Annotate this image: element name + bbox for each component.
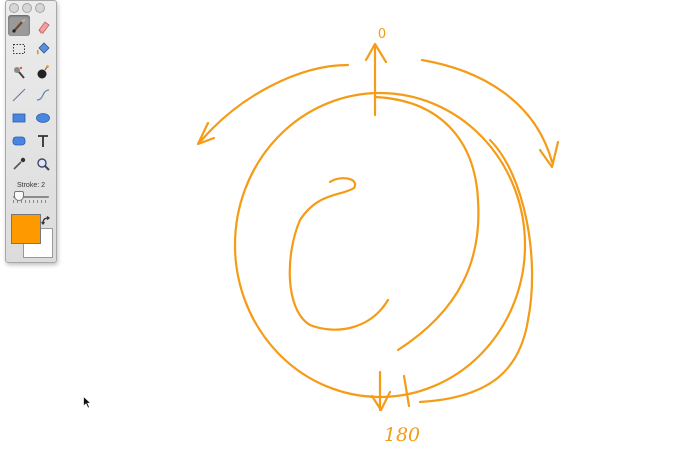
stamp-icon (14, 66, 25, 79)
ellipse-tool[interactable] (32, 107, 54, 128)
spiral-stroke (288, 177, 390, 331)
bottom-angle-label: 180 (384, 424, 420, 446)
inner-arc-stroke (373, 95, 480, 352)
zoom-tool[interactable] (32, 153, 54, 174)
minimize-window-button[interactable] (22, 3, 32, 13)
brush-icon (12, 18, 26, 33)
stroke-slider[interactable] (13, 196, 49, 198)
window-controls (9, 3, 45, 13)
marquee-icon (13, 43, 25, 54)
close-window-button[interactable] (9, 3, 19, 13)
bomb-icon (37, 64, 49, 78)
zoom-window-button[interactable] (35, 3, 45, 13)
outer-arc-stroke (418, 138, 534, 404)
stamp-tool[interactable] (8, 61, 30, 82)
top-right-arrow-head (538, 140, 560, 169)
brush-tool[interactable] (8, 15, 30, 36)
rectangle-icon (12, 113, 26, 122)
line-tool[interactable] (8, 84, 30, 105)
eraser-icon (38, 20, 50, 34)
swap-colors-icon[interactable] (41, 216, 51, 226)
select-tool[interactable] (8, 38, 30, 59)
rounded-rect-icon (12, 136, 26, 145)
top-left-arc-arrow (198, 63, 350, 144)
fill-tool[interactable] (32, 38, 54, 59)
vertical-arrow-head (364, 42, 388, 64)
foreground-color-swatch[interactable] (11, 214, 41, 244)
rounded-rect-tool[interactable] (8, 130, 30, 151)
magnifier-icon (37, 157, 50, 171)
text-icon (38, 134, 48, 147)
text-tool[interactable] (32, 130, 54, 151)
bottom-tick-stroke (402, 374, 411, 408)
bottom-arrow-stroke (370, 370, 392, 412)
ellipse-icon (36, 112, 50, 123)
line-icon (12, 88, 26, 101)
top-right-arc-arrow (420, 58, 554, 164)
eyedropper-tool[interactable] (8, 153, 30, 174)
tool-grid (8, 15, 54, 174)
stroke-size-label: Stroke: 2 (16, 182, 45, 189)
top-angle-label: 0 (378, 27, 386, 42)
eyedropper-icon (13, 157, 26, 170)
stroke-slider-ticks (13, 200, 49, 203)
curve-tool[interactable] (32, 84, 54, 105)
tool-palette: Stroke: 2 (5, 0, 57, 263)
paint-bucket-icon (36, 41, 50, 55)
main-circle-stroke (233, 91, 527, 399)
curve-icon (36, 88, 50, 101)
stroke-slider-knob[interactable] (14, 191, 24, 201)
top-left-arrow-head (196, 121, 216, 146)
bomb-tool[interactable] (32, 61, 54, 82)
rectangle-tool[interactable] (8, 107, 30, 128)
mouse-pointer-icon (83, 396, 92, 409)
eraser-tool[interactable] (32, 15, 54, 36)
